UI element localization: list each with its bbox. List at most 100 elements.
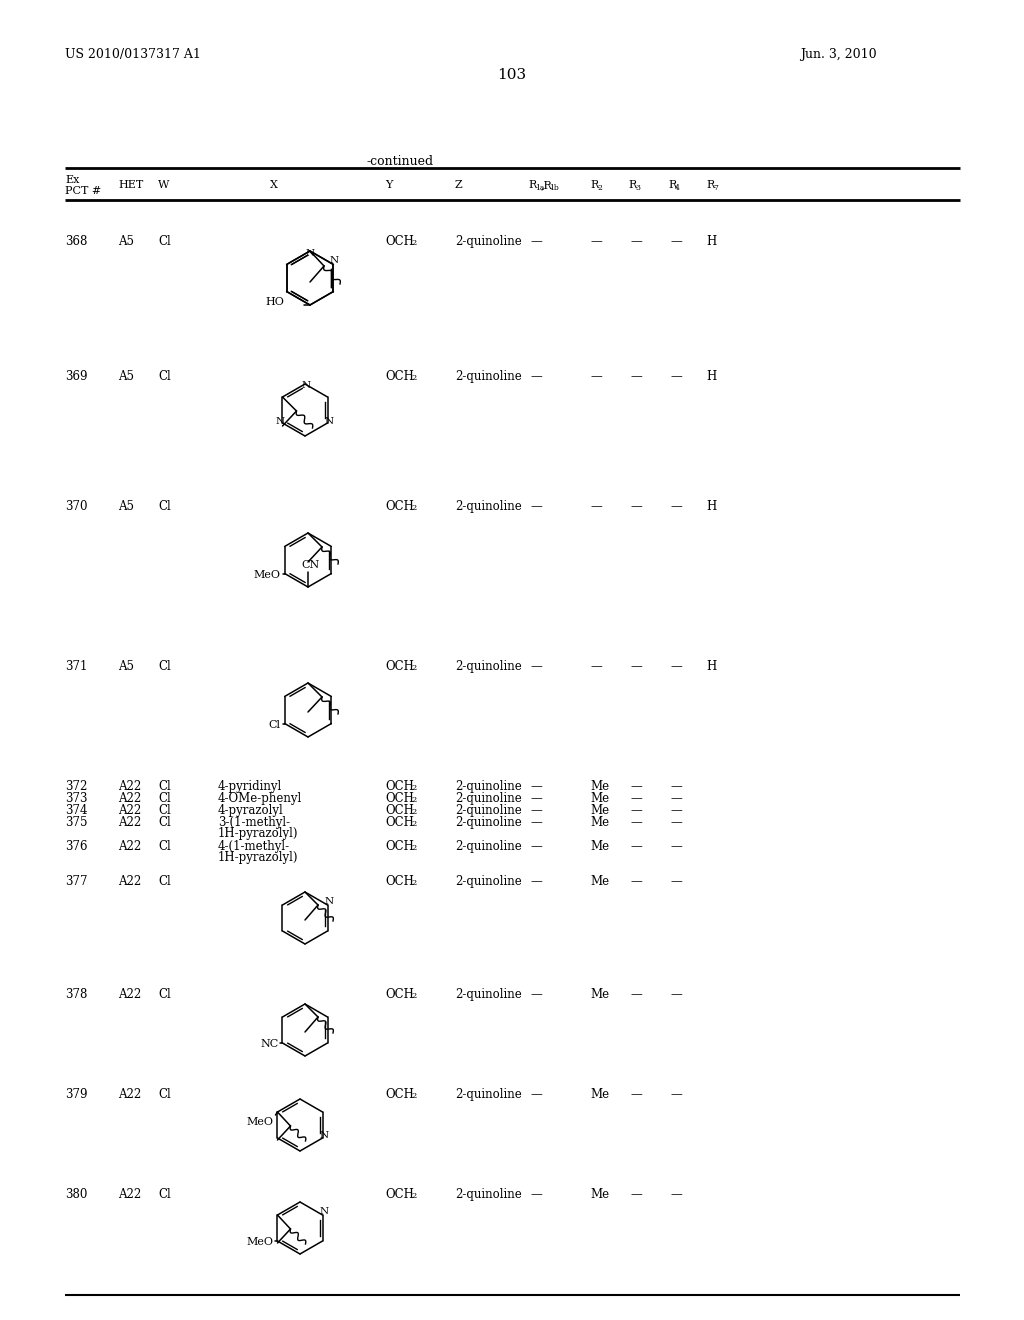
Text: 2: 2 [411,993,416,1001]
Text: A5: A5 [118,660,134,673]
Text: 2-quinoline: 2-quinoline [455,840,522,853]
Text: —: — [530,804,542,817]
Text: A22: A22 [118,840,141,853]
Text: 371: 371 [65,660,87,673]
Text: Me: Me [590,792,609,805]
Text: Me: Me [590,987,609,1001]
Text: Y: Y [385,180,392,190]
Text: —: — [530,987,542,1001]
Text: MeO: MeO [247,1117,273,1127]
Text: —: — [590,370,602,383]
Text: 1H-pyrazolyl): 1H-pyrazolyl) [218,851,299,865]
Text: MeO: MeO [247,1237,273,1247]
Text: 103: 103 [498,69,526,82]
Text: H: H [706,235,716,248]
Text: 370: 370 [65,500,87,513]
Text: —: — [590,235,602,248]
Text: —: — [530,1188,542,1201]
Text: A5: A5 [118,500,134,513]
Text: —: — [630,1088,642,1101]
Text: R: R [706,180,715,190]
Text: 374: 374 [65,804,87,817]
Text: OCH: OCH [385,780,414,793]
Text: Cl: Cl [158,780,171,793]
Text: 4-pyridinyl: 4-pyridinyl [218,780,283,793]
Text: —: — [670,660,682,673]
Text: 2: 2 [411,879,416,887]
Text: Me: Me [590,1188,609,1201]
Text: OCH: OCH [385,804,414,817]
Text: —: — [630,792,642,805]
Text: Ex: Ex [65,176,80,185]
Text: OCH: OCH [385,840,414,853]
Text: —: — [670,1188,682,1201]
Text: OCH: OCH [385,1088,414,1101]
Text: —: — [670,987,682,1001]
Text: 376: 376 [65,840,87,853]
Text: N: N [301,381,310,391]
Text: OCH: OCH [385,792,414,805]
Text: 372: 372 [65,780,87,793]
Text: PCT #: PCT # [65,186,101,195]
Text: 373: 373 [65,792,87,805]
Text: Cl: Cl [158,816,171,829]
Text: 1b: 1b [549,183,559,191]
Text: OCH: OCH [385,816,414,829]
Text: NC: NC [260,1039,279,1049]
Text: —: — [670,500,682,513]
Text: Me: Me [590,1088,609,1101]
Text: Me: Me [590,816,609,829]
Text: Cl: Cl [158,1188,171,1201]
Text: Cl: Cl [158,792,171,805]
Text: 4-(1-methyl-: 4-(1-methyl- [218,840,290,853]
Text: 378: 378 [65,987,87,1001]
Text: —: — [670,804,682,817]
Text: OCH: OCH [385,875,414,888]
Text: —: — [530,500,542,513]
Text: OCH: OCH [385,987,414,1001]
Text: 2-quinoline: 2-quinoline [455,987,522,1001]
Text: —: — [670,1088,682,1101]
Text: N: N [319,1208,329,1217]
Text: Cl: Cl [158,370,171,383]
Text: N: N [275,417,285,425]
Text: Cl: Cl [158,660,171,673]
Text: A22: A22 [118,987,141,1001]
Text: Cl: Cl [158,804,171,817]
Text: —: — [530,370,542,383]
Text: -continued: -continued [367,154,433,168]
Text: HET: HET [118,180,143,190]
Text: W: W [158,180,169,190]
Text: —: — [670,840,682,853]
Text: —: — [670,235,682,248]
Text: A22: A22 [118,1188,141,1201]
Text: 2-quinoline: 2-quinoline [455,1088,522,1101]
Text: 368: 368 [65,235,87,248]
Text: 2-quinoline: 2-quinoline [455,1188,522,1201]
Text: —: — [530,840,542,853]
Text: 2-quinoline: 2-quinoline [455,235,522,248]
Text: N: N [319,1131,329,1140]
Text: 2-quinoline: 2-quinoline [455,370,522,383]
Text: A5: A5 [118,235,134,248]
Text: 2: 2 [411,808,416,816]
Text: 2: 2 [411,664,416,672]
Text: —: — [630,235,642,248]
Text: A22: A22 [118,792,141,805]
Text: R: R [668,180,676,190]
Text: Me: Me [590,875,609,888]
Text: —: — [670,875,682,888]
Text: —: — [630,804,642,817]
Text: 2-quinoline: 2-quinoline [455,660,522,673]
Text: R: R [628,180,636,190]
Text: Cl: Cl [158,500,171,513]
Text: 2-quinoline: 2-quinoline [455,816,522,829]
Text: —: — [530,792,542,805]
Text: CN: CN [301,560,319,570]
Text: —: — [530,875,542,888]
Text: Me: Me [590,804,609,817]
Text: —: — [630,840,642,853]
Text: —: — [530,235,542,248]
Text: N: N [330,256,339,265]
Text: 375: 375 [65,816,87,829]
